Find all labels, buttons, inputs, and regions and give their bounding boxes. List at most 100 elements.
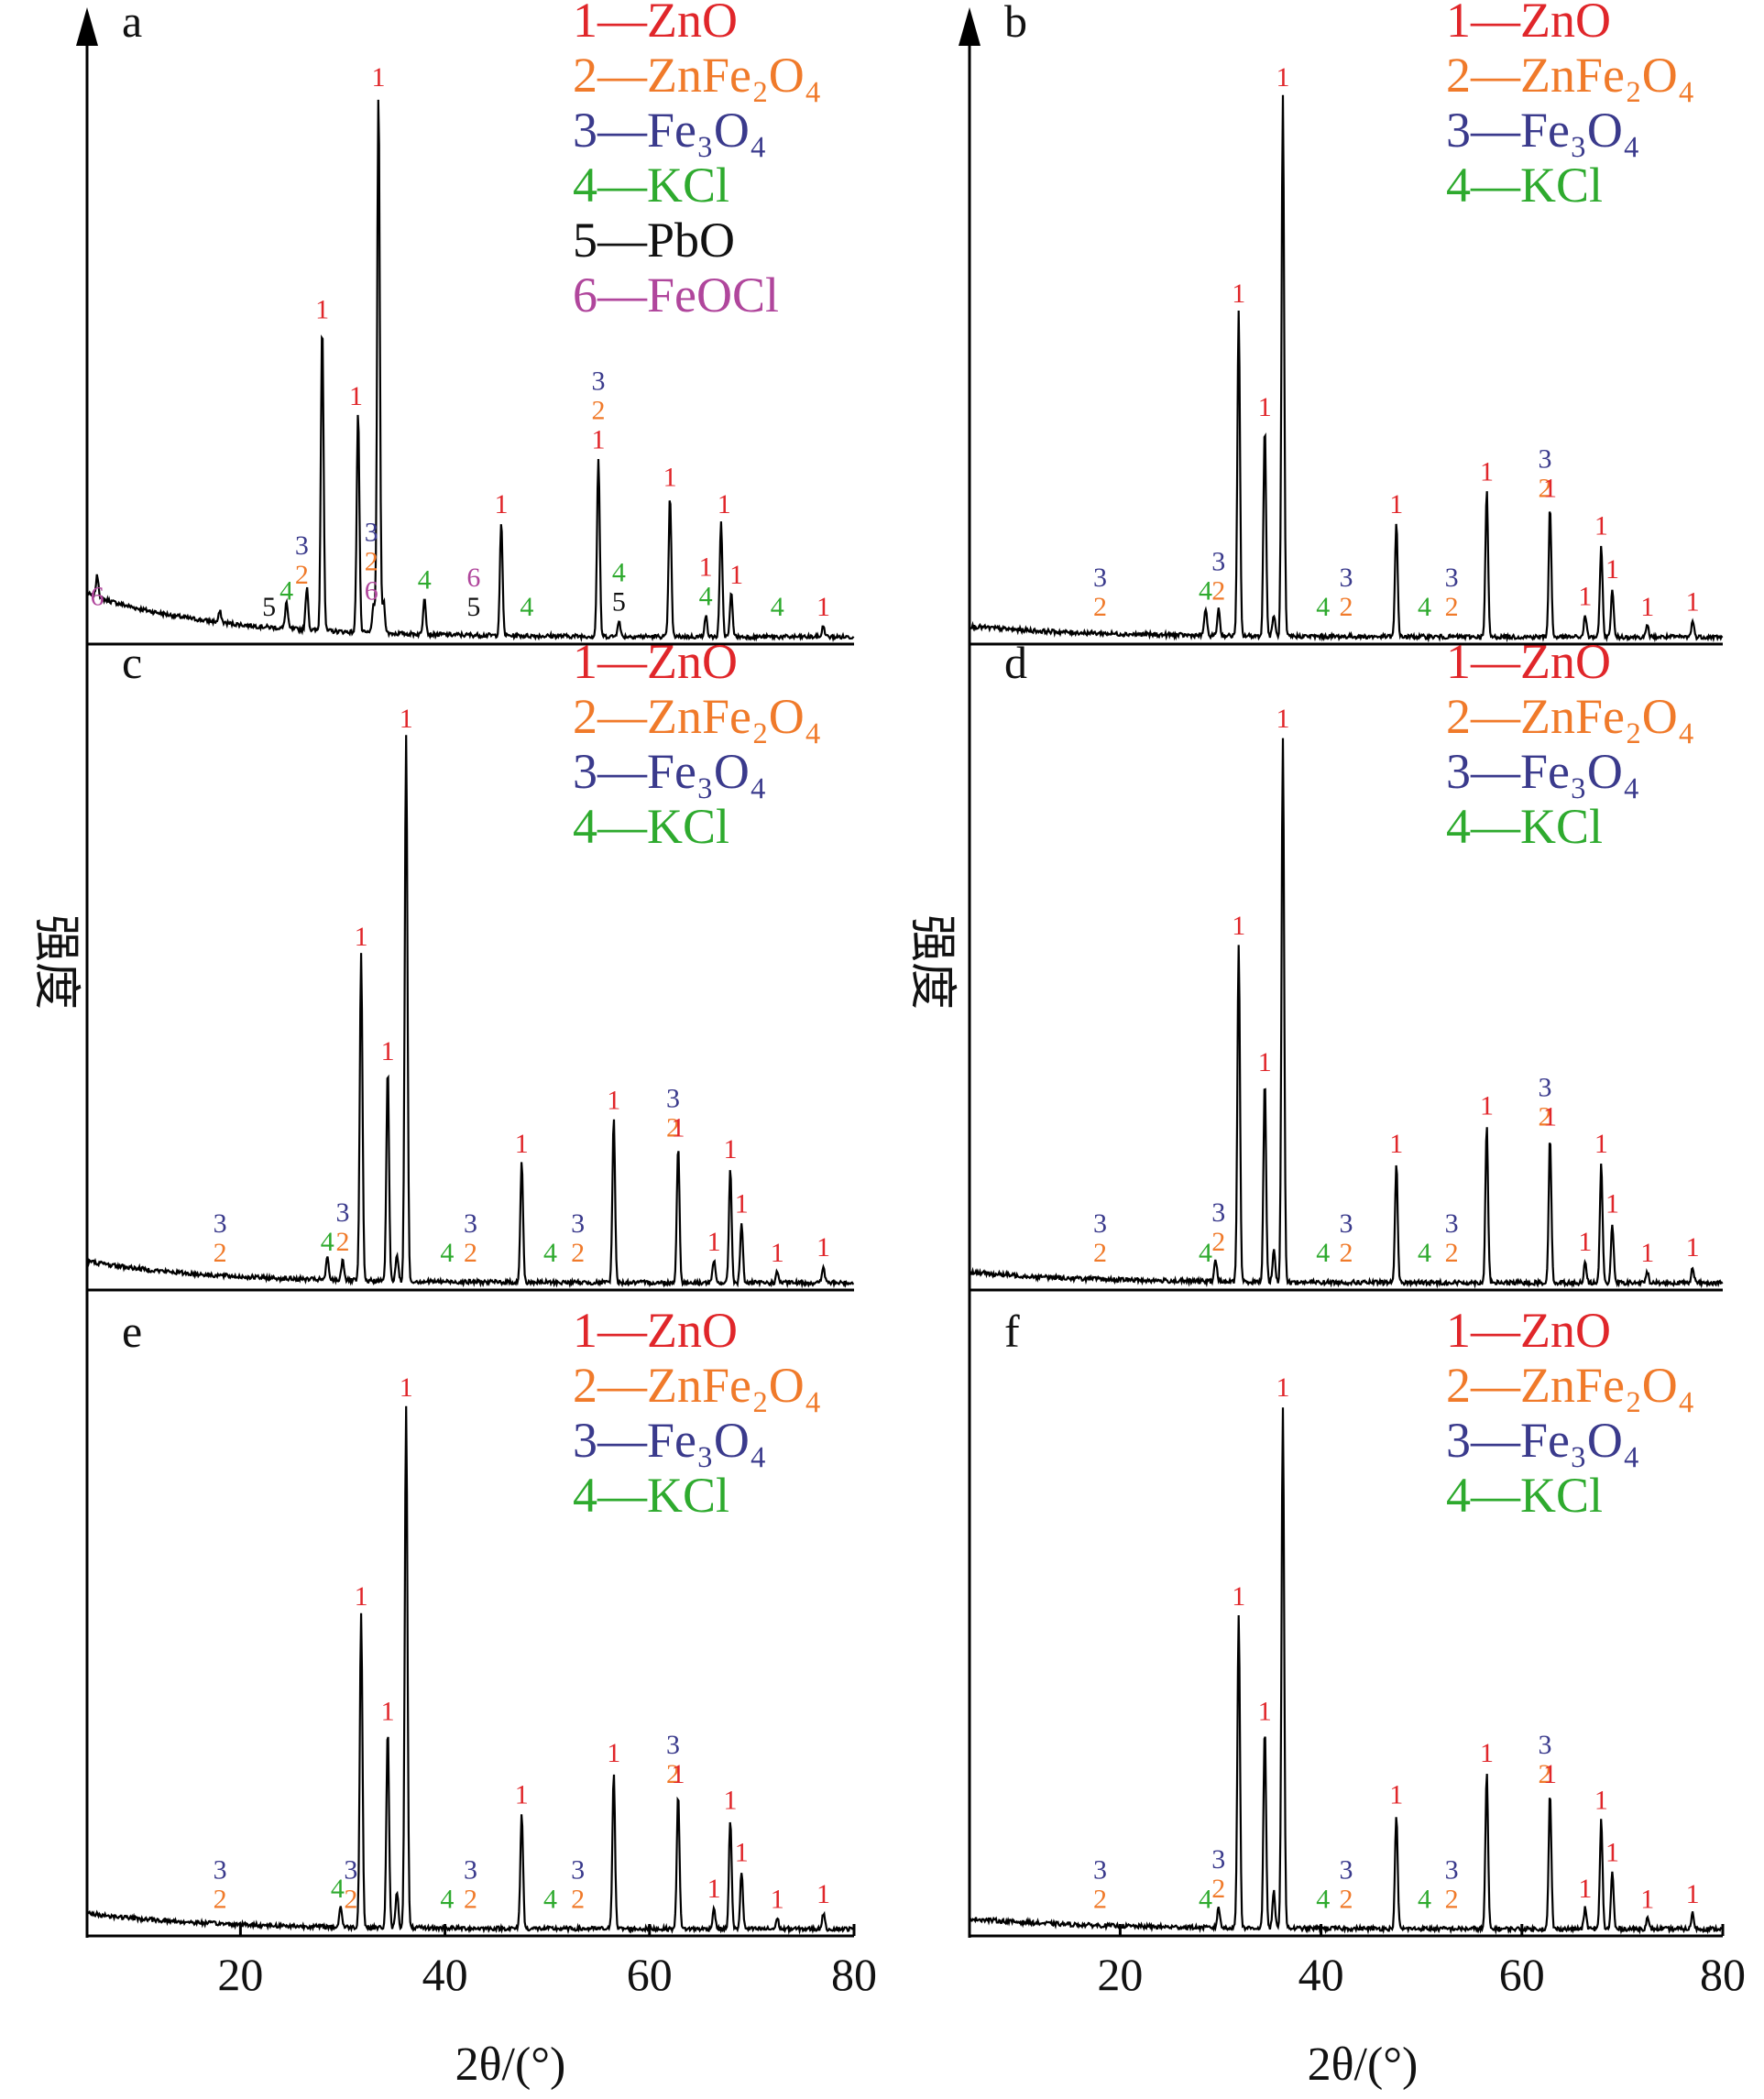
peak-label-e-2: 2	[214, 1885, 227, 1915]
peak-label-b-3: 3	[1445, 563, 1459, 593]
peak-label-f-2: 2	[1340, 1885, 1353, 1915]
peak-label-d-1: 1	[1543, 1101, 1557, 1131]
peak-label-c-2: 2	[214, 1238, 227, 1268]
peak-label-e-1: 1	[723, 1785, 737, 1815]
peak-label-f-4: 4	[1199, 1885, 1212, 1915]
peak-label-b-1: 1	[1578, 581, 1592, 611]
peak-label-f-3: 3	[1539, 1730, 1552, 1760]
legend-entry-b-3: 3—Fe₃O₄	[1446, 103, 1640, 158]
peak-label-f-1: 1	[1594, 1785, 1608, 1815]
peak-label-e-1: 1	[672, 1759, 685, 1789]
peak-label-d-3: 3	[1539, 1072, 1552, 1102]
peak-label-a-4: 4	[612, 557, 626, 587]
peak-label-c-1: 1	[707, 1227, 721, 1257]
peak-label-f-3: 3	[1445, 1855, 1459, 1886]
peak-label-f-2: 2	[1445, 1885, 1459, 1915]
legend-entry-c-3: 3—Fe₃O₄	[573, 744, 767, 799]
peak-label-c-1: 1	[607, 1086, 620, 1116]
panel-b: b	[969, 0, 1724, 643]
x-tick-label-0-20: 20	[217, 1949, 263, 2000]
legend-entry-a-6: 6—FeOCl	[573, 268, 779, 323]
peak-label-c-4: 4	[321, 1227, 334, 1257]
peak-label-a-1: 1	[699, 552, 713, 582]
peak-label-a-6: 6	[365, 576, 378, 607]
peak-label-e-1: 1	[735, 1837, 749, 1867]
x-tick-label-1-80: 80	[1700, 1949, 1746, 2000]
peak-label-c-4: 4	[440, 1238, 454, 1268]
peak-label-e-4: 4	[543, 1885, 557, 1915]
xrd-trace-d	[969, 738, 1724, 1289]
peak-label-e-1: 1	[771, 1885, 784, 1915]
peak-label-b-1: 1	[1640, 592, 1654, 622]
peak-label-b-2: 2	[1211, 576, 1225, 607]
peak-label-f-1: 1	[1389, 1780, 1403, 1810]
peak-label-f-4: 4	[1418, 1885, 1431, 1915]
peak-label-c-1: 1	[355, 922, 368, 952]
legend-entry-b-4: 4—KCl	[1446, 158, 1603, 213]
peak-label-e-4: 4	[440, 1885, 454, 1915]
peak-label-e-1: 1	[400, 1372, 413, 1403]
xrd-trace-b	[969, 94, 1724, 643]
legend-entry-e-4: 4—KCl	[573, 1468, 729, 1523]
peak-label-a-1: 1	[729, 560, 743, 590]
peak-label-b-4: 4	[1418, 592, 1431, 622]
peak-label-e-4: 4	[331, 1874, 345, 1904]
peak-label-a-5: 5	[466, 592, 480, 622]
panel-letter-a: a	[122, 0, 142, 47]
peak-label-b-3: 3	[1211, 547, 1225, 577]
legend-entry-f-1: 1—ZnO	[1446, 1303, 1611, 1358]
peak-label-e-2: 2	[571, 1885, 585, 1915]
peak-label-a-5: 5	[612, 586, 626, 617]
xrd-trace-e	[86, 1405, 855, 1935]
peak-label-b-1: 1	[1258, 392, 1272, 422]
peak-label-b-1: 1	[1686, 586, 1700, 617]
peak-label-a-3: 3	[295, 530, 309, 561]
peak-label-b-1: 1	[1605, 554, 1619, 585]
peak-label-d-3: 3	[1211, 1197, 1225, 1228]
legend-entry-c-1: 1—ZnO	[573, 634, 738, 689]
panel-e: e	[86, 1306, 855, 1935]
peak-label-b-2: 2	[1539, 473, 1552, 503]
peak-label-d-2: 2	[1093, 1238, 1107, 1268]
peak-label-d-3: 3	[1340, 1208, 1353, 1239]
peak-label-e-1: 1	[816, 1879, 830, 1909]
peak-label-f-1: 1	[1686, 1879, 1700, 1909]
peak-label-b-3: 3	[1539, 443, 1552, 474]
peak-label-c-1: 1	[816, 1232, 830, 1263]
x-tick-label-1-40: 40	[1298, 1949, 1344, 2000]
peak-label-d-3: 3	[1445, 1208, 1459, 1239]
peak-label-f-1: 1	[1480, 1738, 1494, 1768]
peak-label-e-1: 1	[355, 1581, 368, 1612]
peak-label-a-1: 1	[816, 592, 830, 622]
peak-label-d-4: 4	[1199, 1238, 1212, 1268]
peak-label-a-6: 6	[466, 563, 480, 593]
peak-label-f-1: 1	[1232, 1581, 1245, 1612]
peak-label-a-5: 5	[262, 592, 276, 622]
peak-label-b-1: 1	[1543, 473, 1557, 503]
y-axis-label-right: 强度	[905, 914, 958, 1010]
peak-label-f-2: 2	[1539, 1759, 1552, 1789]
panel-d: d	[969, 637, 1724, 1289]
peak-label-f-1: 1	[1605, 1837, 1619, 1867]
peak-label-c-3: 3	[336, 1197, 350, 1228]
peak-label-a-4: 4	[520, 592, 533, 622]
legend-entry-b-1: 1—ZnO	[1446, 0, 1611, 48]
peak-label-d-1: 1	[1686, 1232, 1700, 1263]
peak-label-d-4: 4	[1316, 1238, 1330, 1268]
peak-label-b-2: 2	[1340, 592, 1353, 622]
peak-label-d-1: 1	[1276, 704, 1289, 734]
legend-entry-e-2: 2—ZnFe₂O₄	[573, 1358, 822, 1413]
peak-label-c-3: 3	[571, 1208, 585, 1239]
x-tick-label-0-60: 60	[627, 1949, 673, 2000]
x-tick-label-1-20: 20	[1097, 1949, 1143, 2000]
panel-letter-e: e	[122, 1306, 142, 1357]
y-axis-arrow-1	[959, 7, 981, 46]
peak-label-b-1: 1	[1389, 489, 1403, 519]
peak-label-e-3: 3	[571, 1855, 585, 1886]
panel-a: a	[86, 0, 855, 643]
peak-label-c-2: 2	[666, 1112, 680, 1142]
panel-letter-f: f	[1004, 1306, 1020, 1357]
peak-label-a-3: 3	[365, 518, 378, 548]
peak-label-a-3: 3	[592, 366, 606, 396]
peak-label-d-1: 1	[1258, 1047, 1272, 1077]
